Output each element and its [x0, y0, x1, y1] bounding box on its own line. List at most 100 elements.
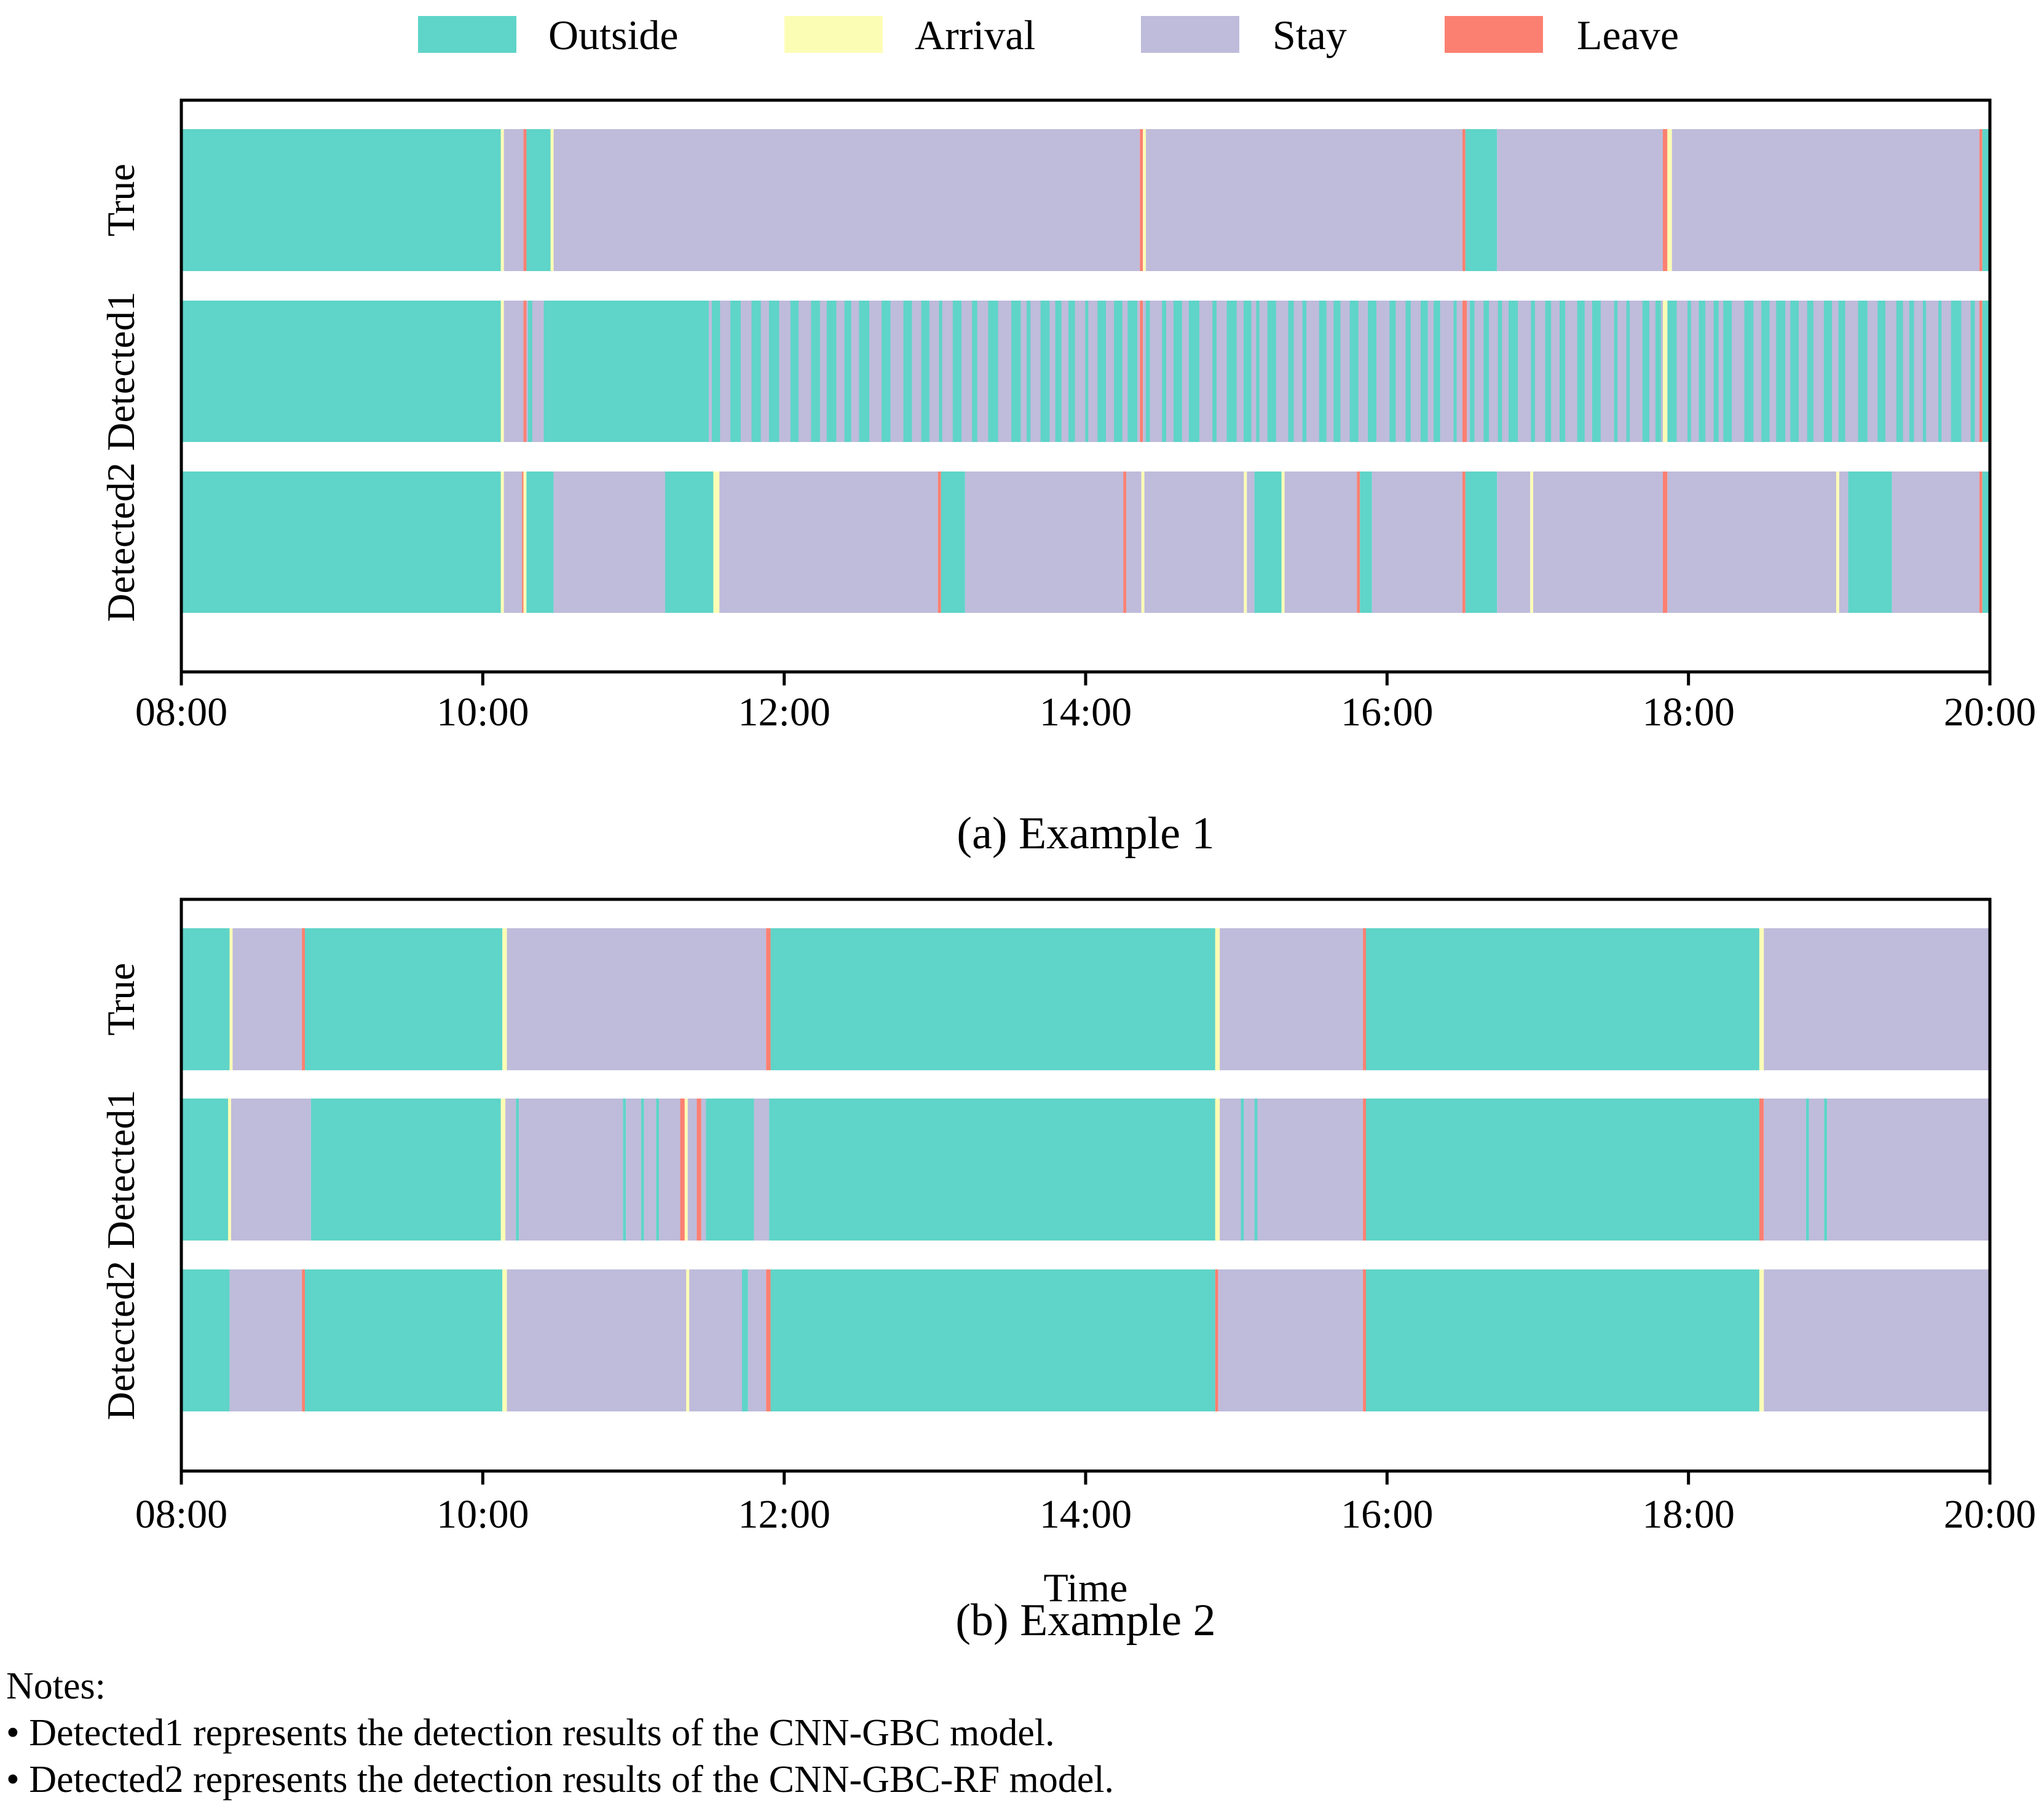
segment-outside	[526, 129, 551, 271]
segment-outside-flicker	[1560, 301, 1566, 442]
segment-outside	[1982, 471, 1990, 613]
segment-stay	[748, 1269, 767, 1411]
notes-line-1: • Detected1 represents the detection res…	[6, 1712, 1055, 1754]
segment-outside-flicker	[1909, 301, 1914, 442]
segment-leave	[302, 1269, 306, 1411]
segment-outside	[770, 928, 1215, 1070]
segment-stay	[687, 1099, 697, 1241]
row-label-true: True	[99, 963, 143, 1036]
segment-arrival	[1244, 471, 1247, 613]
segment-outside-flicker	[1368, 301, 1376, 442]
segment-outside-flicker	[1127, 301, 1137, 442]
row-detected1	[181, 301, 1990, 442]
row-label-detected2: Detected2	[99, 1261, 143, 1420]
segment-outside-flicker	[939, 301, 942, 442]
segment-arrival	[500, 301, 504, 442]
segment-stay	[1809, 1099, 1825, 1241]
segment-outside-flicker	[1667, 301, 1677, 442]
segment-stay	[553, 471, 665, 613]
segment-leave	[937, 471, 941, 613]
segment-outside-flicker	[1483, 301, 1490, 442]
segment-arrival	[1667, 129, 1672, 271]
segment-leave	[1759, 1099, 1764, 1241]
segment-outside-flicker	[1040, 301, 1050, 442]
legend-swatch-stay	[1141, 16, 1239, 53]
segment-outside	[1465, 471, 1497, 613]
segment-outside	[1465, 129, 1497, 271]
segment-leave	[1979, 129, 1983, 271]
row-detected1	[181, 1099, 1990, 1241]
segment-outside-flicker	[1453, 301, 1457, 442]
segment-stay	[1218, 1269, 1363, 1411]
segment-arrival	[1215, 928, 1220, 1070]
segment-outside-flicker	[1114, 301, 1123, 442]
segment-outside-flicker	[1626, 301, 1630, 442]
segment-arrival	[1215, 1099, 1220, 1241]
x-tick-label: 18:00	[1642, 690, 1734, 735]
segment-arrival	[523, 471, 527, 613]
x-tick-label: 08:00	[135, 690, 227, 735]
legend-label-arrival: Arrival	[915, 12, 1035, 58]
segment-outside	[769, 1099, 1215, 1241]
x-tick-label: 20:00	[1944, 1492, 2036, 1537]
segment-arrival	[228, 1099, 231, 1241]
segment-outside	[1848, 471, 1892, 613]
segment-arrival	[502, 928, 507, 1070]
segment-stay	[231, 1099, 311, 1241]
segment-outside-flicker	[1858, 301, 1868, 442]
segment-leave	[1979, 471, 1983, 613]
segment-outside	[181, 471, 501, 613]
segment-outside-flicker	[1655, 301, 1661, 442]
segment-outside-flicker	[952, 301, 961, 442]
segment-stay	[1671, 129, 1979, 271]
segment-stay	[1244, 1099, 1255, 1241]
segment-stay	[507, 1269, 687, 1411]
segment-outside-flicker	[1226, 301, 1237, 442]
segment-leave	[302, 928, 306, 1070]
x-tick-label: 12:00	[738, 1492, 830, 1537]
segment-stay	[1839, 471, 1849, 613]
chart-example-2: True Detected1 Detected2 08:00 10:00 12:00 14:…	[99, 898, 2036, 1646]
segment-arrival	[229, 928, 233, 1070]
legend-swatch-leave	[1445, 16, 1543, 53]
segment-outside-flicker	[1434, 301, 1440, 442]
segment-stay	[505, 1099, 516, 1241]
row-label-detected1: Detected1	[99, 1090, 143, 1249]
segment-stay	[965, 471, 1124, 613]
segment-stay	[503, 301, 524, 442]
segment-outside-flicker	[1823, 301, 1833, 442]
x-tick-label: 18:00	[1642, 1492, 1734, 1537]
segment-arrival	[1759, 1269, 1764, 1411]
segment-outside-flicker	[1319, 301, 1327, 442]
segment-stay	[1247, 471, 1255, 613]
legend: Outside Arrival Stay Leave	[418, 12, 1679, 58]
segment-stay	[503, 471, 523, 613]
segment-arrival	[1759, 928, 1764, 1070]
legend-label-stay: Stay	[1273, 12, 1347, 58]
segment-outside	[181, 301, 501, 442]
segment-outside-flicker	[1723, 301, 1732, 442]
segment-stay	[503, 129, 524, 271]
segment-outside	[1366, 1099, 1759, 1241]
segment-outside-flicker	[921, 301, 929, 442]
segment-stay	[1144, 471, 1244, 613]
segment-outside-flicker	[1470, 301, 1475, 442]
segment-outside	[181, 1269, 230, 1411]
segment-outside-flicker	[844, 301, 851, 442]
x-tick-label: 14:00	[1040, 690, 1132, 735]
segment-outside-flicker	[1577, 301, 1585, 442]
segment-outside-flicker	[1085, 301, 1089, 442]
segment-outside	[1982, 301, 1990, 442]
segment-outside-flicker	[1642, 301, 1649, 442]
segment-leave	[1462, 129, 1466, 271]
segment-leave	[1140, 301, 1143, 442]
segment-arrival	[713, 471, 720, 613]
x-tick-label: 12:00	[738, 690, 830, 735]
segment-outside-flicker	[1068, 301, 1075, 442]
segment-arrival	[500, 129, 504, 271]
segment-leave	[1662, 471, 1668, 613]
segment-outside	[770, 1269, 1215, 1411]
segment-outside-flicker	[1531, 301, 1535, 442]
segment-outside-flicker	[1405, 301, 1411, 442]
segment-outside-flicker	[826, 301, 837, 442]
